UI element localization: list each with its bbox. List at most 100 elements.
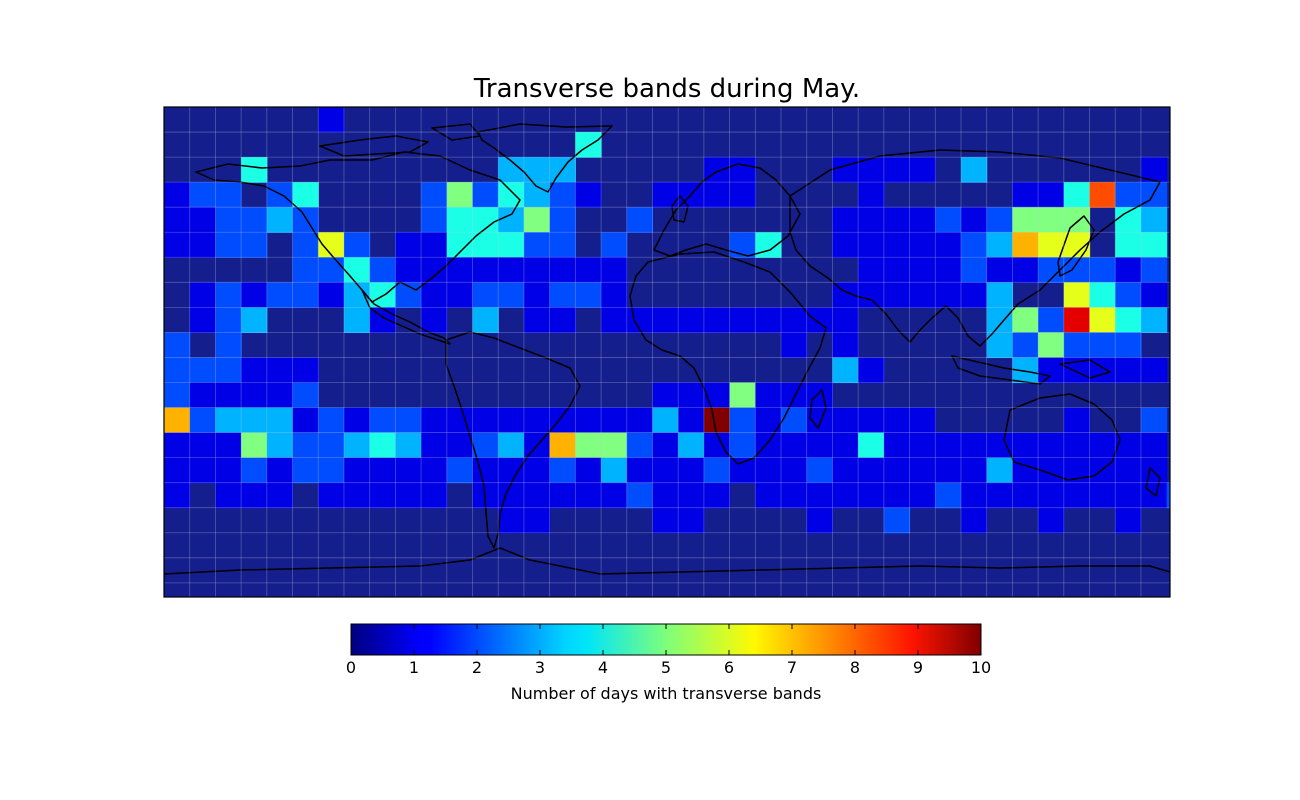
heatmap-cell — [1063, 182, 1091, 208]
heatmap-cell — [1140, 282, 1168, 308]
heatmap-cell — [215, 482, 242, 509]
heatmap-cell — [832, 232, 859, 258]
heatmap-cell — [164, 457, 191, 484]
heatmap-cell — [626, 482, 654, 509]
lat-lon-gridlines — [164, 107, 1170, 597]
heatmap-cell — [446, 457, 474, 484]
heatmap-cell — [523, 457, 551, 484]
coastline-arctic-islands — [319, 123, 481, 157]
heatmap-cell — [189, 182, 217, 208]
colorbar-tick-label: 5 — [660, 658, 672, 677]
heatmap-cell — [215, 232, 242, 258]
heatmap-cell — [343, 432, 371, 459]
heatmap-cell — [601, 282, 628, 308]
heatmap-cell — [241, 157, 268, 183]
heatmap-cell — [498, 507, 525, 534]
heatmap-cell — [164, 207, 191, 233]
heatmap-cell — [189, 207, 217, 233]
heatmap-cell — [1038, 357, 1065, 384]
heatmap-cell — [1038, 207, 1065, 233]
heatmap-cell — [421, 257, 448, 283]
heatmap-cell — [189, 357, 217, 384]
heatmap-cell — [883, 232, 911, 258]
heatmap-cell — [498, 207, 525, 233]
heatmap-cell — [446, 282, 474, 308]
heatmap-cell — [986, 332, 1013, 359]
heatmap-cell — [960, 207, 988, 233]
heatmap-cell — [472, 257, 499, 283]
heatmap-cell — [1012, 432, 1039, 459]
heatmap-cell — [164, 432, 191, 459]
heatmap-cell — [1012, 257, 1039, 283]
heatmap-cell — [755, 382, 782, 409]
heatmap-cell — [215, 182, 242, 208]
heatmap-cell — [1012, 332, 1039, 359]
heatmap-cell — [369, 457, 396, 484]
heatmap-cell — [164, 182, 191, 208]
heatmap-cell — [523, 207, 551, 233]
heatmap-cell — [1115, 482, 1142, 509]
heatmap-cell — [1012, 482, 1039, 509]
heatmap-cell — [781, 307, 808, 333]
map-frame — [163, 106, 1171, 598]
heatmap-cell — [1063, 257, 1091, 283]
heatmap-cell — [549, 282, 576, 308]
coastline-asia — [789, 149, 1161, 347]
colorbar-tick-label: 7 — [786, 658, 798, 677]
heatmap-cell — [241, 457, 268, 484]
heatmap-cell — [909, 282, 936, 308]
heatmap-cell — [832, 457, 859, 484]
heatmap-cell — [189, 382, 217, 409]
heatmap-cell — [1115, 507, 1142, 534]
heatmap-cell — [395, 482, 422, 509]
heatmap-cell — [652, 182, 679, 208]
colorbar-tick-label: 4 — [597, 658, 609, 677]
heatmap-cell — [1140, 307, 1168, 333]
colorbar-tick-label: 0 — [345, 658, 357, 677]
heatmap-cell — [266, 382, 294, 409]
heatmap-cell — [883, 207, 911, 233]
heatmap-cell — [652, 307, 679, 333]
heatmap-cell — [909, 482, 936, 509]
heatmap-cell — [421, 182, 448, 208]
heatmap-cell — [164, 407, 191, 434]
heatmap-cell — [421, 307, 448, 333]
heatmap-cell — [292, 357, 319, 384]
heatmap-cell — [1115, 232, 1142, 258]
heatmap-cell — [215, 357, 242, 384]
heatmap-cell — [498, 457, 525, 484]
heatmap-cell — [549, 482, 576, 509]
heatmap-cell — [960, 257, 988, 283]
heatmap-cell — [806, 382, 834, 409]
coastline-africa — [629, 251, 827, 465]
heatmap-cell — [395, 407, 422, 434]
heatmap-cell — [729, 432, 756, 459]
coastline-japan — [1057, 215, 1095, 277]
heatmap-cell — [369, 482, 396, 509]
heatmap-cell — [395, 432, 422, 459]
heatmap-cell — [652, 482, 679, 509]
heatmap-cell — [601, 232, 628, 258]
heatmap-cell — [498, 282, 525, 308]
heatmap-cell — [909, 457, 936, 484]
heatmap-cell — [164, 482, 191, 509]
heatmap-cell — [703, 182, 731, 208]
heatmap-cell — [575, 182, 602, 208]
heatmap-cell — [241, 282, 268, 308]
heatmap-cell — [755, 232, 782, 258]
heatmap-cell — [832, 482, 859, 509]
heatmap-cell — [189, 307, 217, 333]
heatmap-cell — [1115, 357, 1142, 384]
heatmap-cell — [241, 207, 268, 233]
heatmap-cell — [318, 457, 345, 484]
heatmap-cell — [241, 432, 268, 459]
heatmap-cell — [1063, 332, 1091, 359]
heatmap-cell — [266, 182, 294, 208]
heatmap-cell — [446, 207, 474, 233]
heatmap-cell — [883, 507, 911, 534]
heatmap-cell — [343, 307, 371, 333]
heatmap-cell — [601, 432, 628, 459]
coastline-australia — [1003, 393, 1121, 481]
heatmap-cell — [858, 407, 885, 434]
